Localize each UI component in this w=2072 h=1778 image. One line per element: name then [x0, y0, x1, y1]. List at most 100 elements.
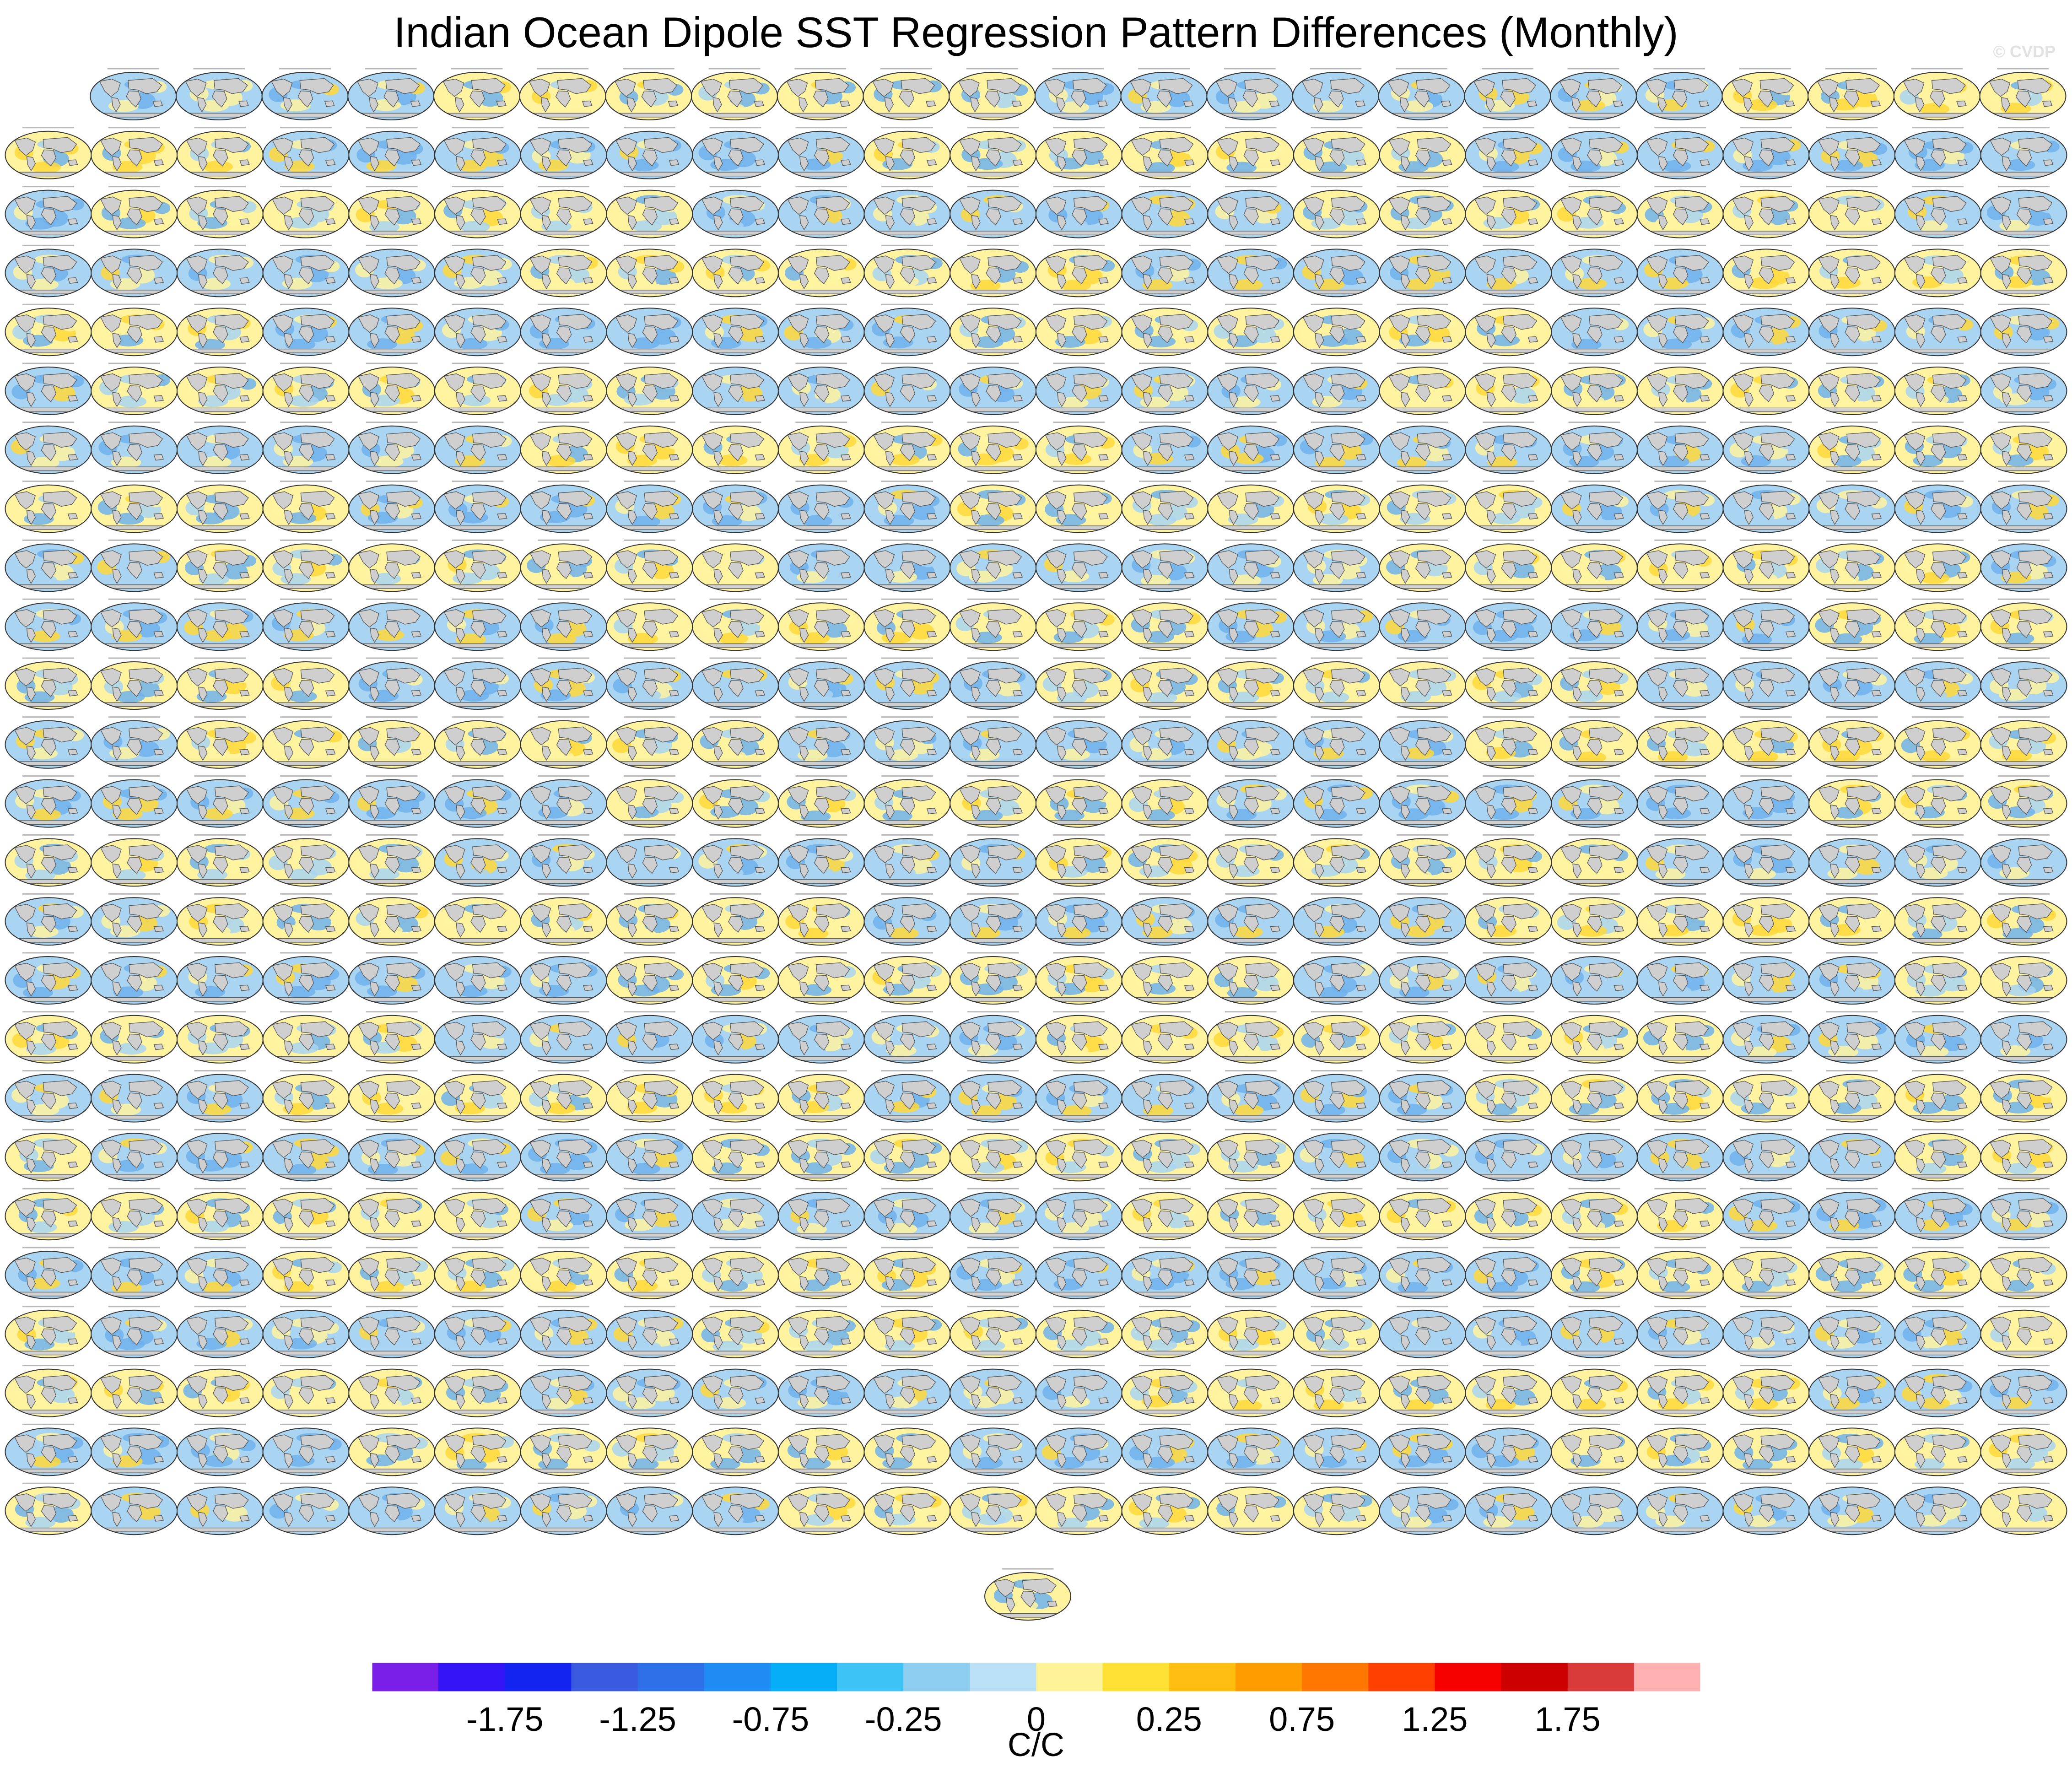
map-panel-133	[1121, 362, 1209, 415]
map-panel-152	[692, 422, 779, 474]
map-panel-369	[777, 952, 865, 1005]
map-panel-229	[1121, 598, 1209, 651]
map-panel-283	[1636, 716, 1724, 769]
map-panel-24	[5, 127, 92, 179]
map-panel-333	[1808, 834, 1896, 887]
map-panel-195	[262, 539, 350, 592]
map-panel-205	[1121, 539, 1209, 592]
map-panel-107	[950, 303, 1037, 357]
map-panel-108	[1035, 303, 1122, 357]
colorbar-box	[438, 1663, 505, 1692]
map-panel-73	[91, 244, 178, 297]
map-panel-355	[1636, 893, 1724, 946]
colorbar-box	[1302, 1663, 1369, 1692]
map-panel-245	[434, 657, 521, 710]
map-panel-132	[1035, 362, 1122, 415]
map-panel-367	[606, 952, 693, 1005]
map-panel-165	[1808, 422, 1896, 474]
map-panel-131	[950, 362, 1037, 415]
map-panel-51	[262, 186, 350, 238]
map-panel-191	[1980, 481, 2067, 533]
map-panel-65	[1465, 186, 1552, 238]
map-panel-241	[91, 657, 178, 710]
map-panel-62	[1207, 186, 1295, 238]
map-panel-270	[520, 716, 607, 769]
map-panel-29	[434, 127, 521, 179]
map-panel-9	[777, 68, 864, 120]
map-panel-56	[692, 186, 779, 238]
map-panel-271	[606, 716, 693, 769]
map-panel-413	[434, 1070, 521, 1123]
map-panel-193	[91, 539, 178, 592]
map-panel-323	[950, 834, 1037, 887]
map-panel-200	[692, 539, 779, 592]
map-panel-91	[1636, 244, 1724, 297]
map-panel-390	[520, 1011, 607, 1064]
map-panel-262	[1894, 657, 1981, 710]
colorbar-box	[837, 1663, 904, 1692]
map-panel-225	[777, 598, 865, 651]
map-panel-291	[262, 775, 350, 828]
map-panel-35	[950, 127, 1037, 179]
map-panel-240	[5, 657, 92, 710]
map-panel-400	[1379, 1011, 1466, 1064]
colorbar-box	[1102, 1663, 1170, 1692]
map-panel-30	[520, 127, 607, 179]
map-panel-345	[777, 893, 865, 946]
map-panel-273	[777, 716, 865, 769]
map-panel-153	[777, 422, 865, 474]
map-panel-40	[1379, 127, 1466, 179]
map-panel-422	[1207, 1070, 1295, 1123]
map-panel-138	[1551, 362, 1638, 415]
map-panel-198	[520, 539, 607, 592]
map-panel-394	[863, 1011, 951, 1064]
map-panel-155	[950, 422, 1037, 474]
map-panel-15	[1292, 68, 1379, 120]
map-panel-277	[1121, 716, 1209, 769]
map-panel-236	[1722, 598, 1810, 651]
map-panel-169	[91, 481, 178, 533]
map-panel-421	[1121, 1070, 1209, 1123]
map-panel-318	[520, 834, 607, 887]
map-panel-71	[1980, 186, 2067, 238]
map-panel-88	[1379, 244, 1466, 297]
map-panel-98	[176, 303, 264, 357]
map-panel-63	[1293, 186, 1380, 238]
map-panel-186	[1551, 481, 1638, 533]
map-panel-265	[91, 716, 178, 769]
map-panel-199	[606, 539, 693, 592]
map-panel-375	[1293, 952, 1380, 1005]
map-panel-84	[1035, 244, 1122, 297]
map-panel-64	[1379, 186, 1466, 238]
map-panel-419	[950, 1070, 1037, 1123]
map-panel-103	[606, 303, 693, 357]
map-panel-227	[950, 598, 1037, 651]
map-panel-174	[520, 481, 607, 533]
map-panel-354	[1551, 893, 1638, 946]
map-panel-340	[348, 893, 436, 946]
map-panel-52	[348, 186, 436, 238]
map-panel-28	[348, 127, 436, 179]
map-panel-338	[176, 893, 264, 946]
map-panel-141	[1808, 362, 1896, 415]
map-panel-116	[1722, 303, 1810, 357]
map-panel-321	[777, 834, 865, 887]
map-panel-170	[176, 481, 264, 533]
map-panel-157	[1121, 422, 1209, 474]
map-panel-136	[1379, 362, 1466, 415]
map-panel-266	[176, 716, 264, 769]
map-panel-135	[1293, 362, 1380, 415]
colorbar-box	[637, 1663, 705, 1692]
map-panel-117	[1808, 303, 1896, 357]
map-panel-348	[1035, 893, 1122, 946]
map-panel-257	[1465, 657, 1552, 710]
map-panel-412	[348, 1070, 436, 1123]
map-panel-418	[863, 1070, 951, 1123]
map-panel-18	[1550, 68, 1637, 120]
map-panel-328	[1379, 834, 1466, 887]
map-panel-386	[176, 1011, 264, 1064]
colorbar-box	[704, 1663, 771, 1692]
map-panel-244	[348, 657, 436, 710]
map-panel-95	[1980, 244, 2067, 297]
